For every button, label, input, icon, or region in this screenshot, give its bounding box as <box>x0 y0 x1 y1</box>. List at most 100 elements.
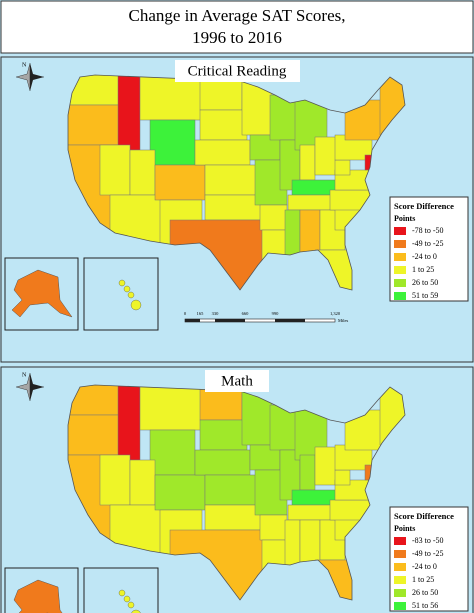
scale-bar-segment <box>215 319 245 322</box>
state <box>199 419 248 451</box>
state <box>68 414 123 456</box>
state <box>117 75 141 151</box>
state <box>99 454 131 506</box>
state <box>117 385 141 461</box>
panel-subtitle: Math <box>221 373 253 389</box>
state <box>299 209 321 256</box>
state <box>204 194 263 221</box>
state <box>284 209 301 256</box>
hawaii-island <box>130 299 142 311</box>
state <box>199 109 248 141</box>
state <box>204 474 258 506</box>
legend-swatch <box>394 253 406 261</box>
legend-label: -78 to -50 <box>412 226 444 235</box>
state <box>299 144 316 181</box>
state <box>154 474 206 511</box>
legend-label: -24 to 0 <box>412 252 437 261</box>
compass-star <box>15 372 44 402</box>
legend-swatch <box>394 266 406 274</box>
compass-star <box>15 62 44 92</box>
scale-tick-label: 330 <box>212 311 220 316</box>
hawaii-island <box>127 601 135 609</box>
legend-label: 51 to 59 <box>412 291 438 300</box>
compass: N <box>15 372 44 402</box>
subtitle-box <box>205 370 269 392</box>
legend-swatch <box>394 602 406 610</box>
scale-bar-segment <box>185 319 200 322</box>
hawaii-island <box>118 589 126 597</box>
title-line: 1996 to 2016 <box>192 28 282 47</box>
state <box>204 504 263 531</box>
state <box>204 164 258 196</box>
scale-tick-label: 660 <box>242 311 250 316</box>
us-map <box>68 385 405 600</box>
state <box>334 469 351 486</box>
state <box>299 519 321 566</box>
legend-swatch <box>394 292 406 300</box>
legend-title: Score Difference <box>394 201 454 211</box>
legend-label: 1 to 25 <box>412 575 434 584</box>
scale-tick-label: 0 <box>184 311 187 316</box>
legend-swatch <box>394 576 406 584</box>
legend-subtitle: Points <box>394 214 415 223</box>
panel-subtitle: Critical Reading <box>188 63 287 79</box>
state <box>68 104 123 146</box>
compass-label: N <box>22 372 27 378</box>
scale-unit: Miles <box>338 318 348 323</box>
state <box>154 164 206 201</box>
us-outline <box>67 384 406 601</box>
hawaii-island <box>131 609 141 613</box>
subtitle-box <box>175 60 300 82</box>
state <box>149 119 196 166</box>
legend-label: -49 to -25 <box>412 239 444 248</box>
legend-swatch <box>394 563 406 571</box>
title-box <box>0 0 474 54</box>
state <box>129 459 156 506</box>
state <box>99 144 131 196</box>
state <box>129 149 156 196</box>
legend-swatch <box>394 589 406 597</box>
state <box>149 429 196 476</box>
compass: N <box>15 62 44 92</box>
scale-tick-label: 990 <box>272 311 280 316</box>
us-outline <box>67 74 406 291</box>
state <box>139 75 203 121</box>
state <box>139 385 203 431</box>
compass-label: N <box>22 62 27 68</box>
alaska <box>11 269 73 318</box>
legend-swatch <box>394 279 406 287</box>
state <box>284 519 301 566</box>
hawaii-inset <box>83 257 159 331</box>
legend-title: Score Difference <box>394 511 454 521</box>
legend-swatch <box>394 240 406 248</box>
hawaii-island <box>118 279 126 287</box>
legend-label: 1 to 25 <box>412 265 434 274</box>
legend-label: 26 to 50 <box>412 278 438 287</box>
alaska <box>13 579 63 613</box>
state <box>259 204 288 231</box>
hawaii-island <box>123 285 131 293</box>
legend-label: -83 to -50 <box>412 536 444 545</box>
legend-box <box>389 196 469 302</box>
legend-swatch <box>394 550 406 558</box>
scale-bar-segment <box>275 319 305 322</box>
legend-label: -49 to -25 <box>412 549 444 558</box>
state <box>194 449 251 476</box>
scale-tick-label: 1,320 <box>330 311 341 317</box>
legend-label: 51 to 56 <box>412 601 438 610</box>
hawaii-island <box>123 595 131 603</box>
state <box>299 454 316 491</box>
legend-label: 26 to 50 <box>412 588 438 597</box>
state <box>194 139 251 166</box>
legend-swatch <box>394 227 406 235</box>
state <box>259 514 288 541</box>
legend-swatch <box>394 537 406 545</box>
hawaii-island <box>127 291 135 299</box>
scale-tick-label: 165 <box>197 311 205 316</box>
map-panel: Critical Reading N 0 165 330 660 990 1,320Miles… <box>0 56 474 363</box>
state <box>334 159 351 176</box>
title-line: Change in Average SAT Scores, <box>128 6 345 25</box>
scale-bar <box>184 318 336 323</box>
